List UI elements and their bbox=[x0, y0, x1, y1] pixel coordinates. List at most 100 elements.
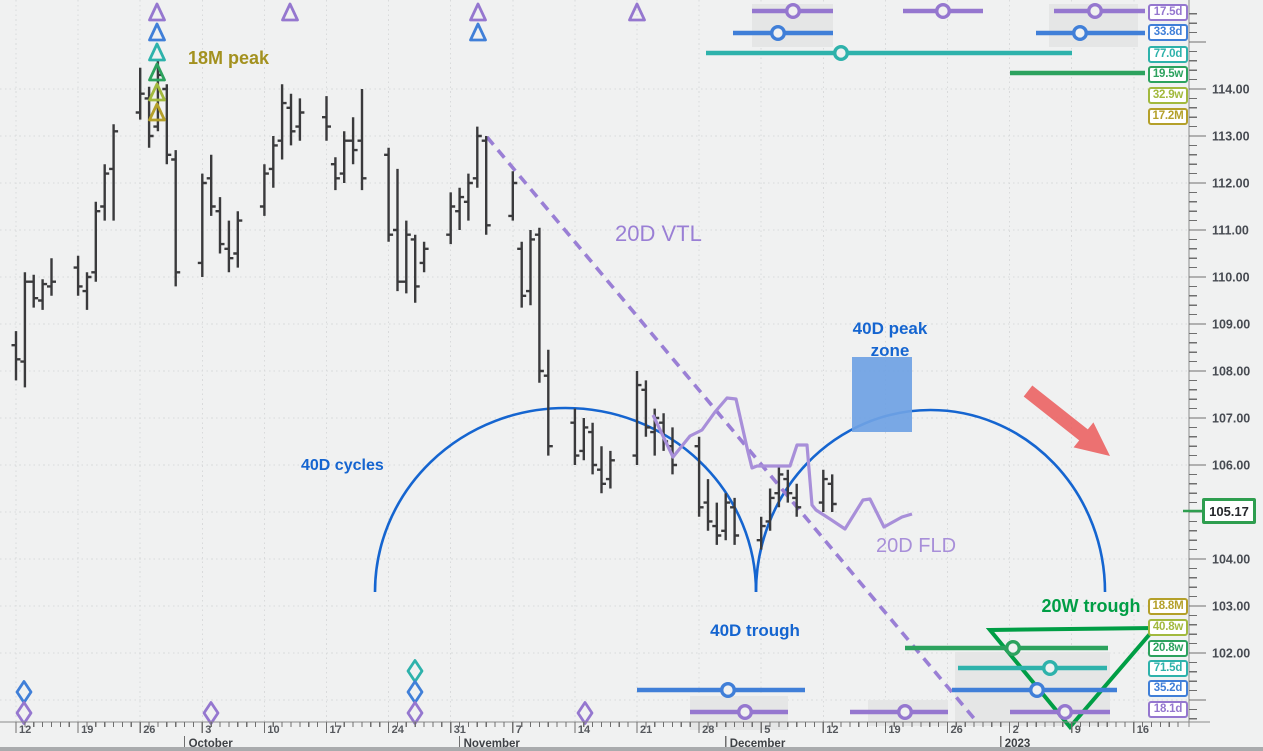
peak-triangle-marker-lgreen bbox=[148, 82, 166, 102]
date-tick-label: 19 bbox=[81, 724, 93, 736]
price-axis-label: 103.00 bbox=[1212, 600, 1250, 614]
cycles-40d-label[interactable]: 40D cycles bbox=[301, 457, 384, 474]
cycle-length-badge-19.5w: 19.5w bbox=[1148, 65, 1188, 83]
cycle-length-badge-17.5d: 17.5d bbox=[1148, 3, 1188, 21]
cycle-band-top-33.8d bbox=[733, 25, 1145, 42]
peak-triangle-marker-blue bbox=[148, 22, 166, 42]
cycle-band-top-77.0d bbox=[706, 45, 1072, 62]
peak-triangle-marker-purple bbox=[148, 2, 166, 22]
cycle-length-badge-32.9w: 32.9w bbox=[1148, 86, 1188, 104]
cycle-band-bottom-20.8w bbox=[905, 640, 1108, 657]
cycle-band-handle[interactable] bbox=[833, 45, 850, 62]
price-axis-label: 106.00 bbox=[1212, 459, 1250, 473]
price-axis-label: 107.00 bbox=[1212, 412, 1250, 426]
current-price-badge: 105.17 bbox=[1202, 498, 1256, 524]
price-axis-label: 104.00 bbox=[1212, 553, 1250, 567]
cycle-length-badge-77.0d: 77.0d bbox=[1148, 45, 1188, 63]
cycle-band-handle[interactable] bbox=[770, 25, 787, 42]
down-arrow-annotation[interactable] bbox=[1023, 385, 1110, 457]
cycle-length-badge-35.2d: 35.2d bbox=[1148, 679, 1188, 697]
peak-18m-label[interactable]: 18M peak bbox=[188, 48, 270, 68]
date-tick-label: 31 bbox=[454, 724, 466, 736]
cycle-band-bottom-71.5d bbox=[958, 660, 1107, 677]
cycle-semicircles-40d[interactable] bbox=[373, 406, 1107, 593]
date-tick-label: 10 bbox=[267, 724, 279, 736]
cycle-band-top-17.5d bbox=[752, 2, 1145, 20]
date-tick-label: 26 bbox=[951, 724, 963, 736]
date-tick-label: 17 bbox=[330, 724, 342, 736]
date-tick-label: 24 bbox=[392, 724, 405, 736]
vtl-label[interactable]: 20D VTL bbox=[615, 221, 702, 246]
cycle-length-badge-18.8M: 18.8M bbox=[1148, 597, 1188, 615]
price-axis-label: 109.00 bbox=[1212, 318, 1250, 332]
price-axis-label: 102.00 bbox=[1212, 647, 1250, 661]
date-tick-label: 28 bbox=[702, 724, 714, 736]
fld-line-20d[interactable] bbox=[651, 396, 913, 531]
cycle-band-handle[interactable] bbox=[1041, 660, 1058, 677]
cycle-extreme-markers bbox=[15, 2, 646, 725]
peak-triangle-marker-blue bbox=[469, 22, 487, 42]
axes bbox=[0, 0, 1210, 727]
date-tick-label: 7 bbox=[516, 724, 522, 736]
cycle-band-handle[interactable] bbox=[1071, 25, 1088, 42]
cycle-length-badge-71.5d: 71.5d bbox=[1148, 659, 1188, 677]
cycle-band-handle[interactable] bbox=[935, 2, 952, 20]
date-tick-label: 14 bbox=[578, 724, 591, 736]
trough-diamond-marker-purple bbox=[15, 701, 33, 725]
cycle-band-handle[interactable] bbox=[785, 2, 802, 20]
date-tick-label: 5 bbox=[764, 724, 770, 736]
cycle-band-bottom-18.1d bbox=[690, 704, 1110, 721]
peak-triangle-marker-purple bbox=[628, 2, 646, 22]
date-tick-label: 2 bbox=[1013, 724, 1019, 736]
price-axis-label: 112.00 bbox=[1212, 177, 1250, 191]
price-axis-label: 114.00 bbox=[1212, 83, 1250, 97]
cycle-band-handle[interactable] bbox=[1086, 2, 1103, 20]
peak-zone-rect-40d[interactable] bbox=[852, 357, 912, 432]
fld-label[interactable]: 20D FLD bbox=[876, 535, 957, 557]
peak-triangle-marker-green bbox=[148, 62, 166, 82]
cycle-length-badge-20.8w: 20.8w bbox=[1148, 639, 1188, 657]
date-tick-label: 9 bbox=[1075, 724, 1081, 736]
date-tick-label: 21 bbox=[640, 724, 652, 736]
trough-diamond-marker-blue bbox=[406, 680, 424, 704]
trough-triangle-20w[interactable] bbox=[985, 625, 1160, 731]
cycle-semicircle[interactable] bbox=[754, 408, 1107, 593]
date-tick-label: 26 bbox=[143, 724, 155, 736]
cycle-band-bottom-35.2d bbox=[637, 682, 1117, 699]
cycle-length-badge-40.8w: 40.8w bbox=[1148, 618, 1188, 636]
date-tick-label: 12 bbox=[19, 724, 31, 736]
peak-triangle-marker-purple bbox=[469, 2, 487, 22]
cycle-band-handle[interactable] bbox=[897, 704, 914, 721]
trough-40d-label[interactable]: 40D trough bbox=[710, 621, 800, 640]
ohlc-price-bars bbox=[11, 60, 837, 550]
trough-diamond-marker-blue bbox=[15, 680, 33, 704]
trough-20w-label[interactable]: 20W trough bbox=[1041, 596, 1141, 616]
peak-zone-line1[interactable]: 40D peak bbox=[852, 319, 928, 338]
date-tick-label: 12 bbox=[826, 724, 838, 736]
cycle-band-handle[interactable] bbox=[737, 704, 754, 721]
trough-diamond-marker-purple bbox=[202, 701, 220, 725]
price-axis-label: 108.00 bbox=[1212, 365, 1250, 379]
trough-diamond-marker-purple bbox=[576, 701, 594, 725]
trough-diamond-marker-teal bbox=[406, 659, 424, 683]
price-axis-label: 111.00 bbox=[1212, 224, 1249, 238]
axis-ticks bbox=[15, 13, 1206, 733]
cycle-band-handle[interactable] bbox=[720, 682, 737, 699]
cycle-band-handle[interactable] bbox=[1028, 682, 1045, 699]
gridlines bbox=[0, 0, 1189, 722]
peak-zone-line2[interactable]: zone bbox=[870, 341, 910, 360]
peak-triangle-marker-olive bbox=[148, 102, 166, 122]
cycle-length-badge-17.2M: 17.2M bbox=[1148, 107, 1188, 125]
date-tick-label: 19 bbox=[888, 724, 900, 736]
horizontal-scrollbar[interactable] bbox=[0, 747, 1263, 751]
cycle-band-handle[interactable] bbox=[1056, 704, 1073, 721]
cycle-band-handle[interactable] bbox=[1005, 640, 1022, 657]
peak-triangle-marker-purple bbox=[281, 2, 299, 22]
price-axis-label: 110.00 bbox=[1212, 271, 1250, 285]
vtl-line-20d[interactable] bbox=[485, 135, 979, 724]
peak-triangle-marker-teal bbox=[148, 42, 166, 62]
cycle-length-badge-33.8d: 33.8d bbox=[1148, 23, 1188, 41]
date-tick-label: 16 bbox=[1137, 724, 1149, 736]
